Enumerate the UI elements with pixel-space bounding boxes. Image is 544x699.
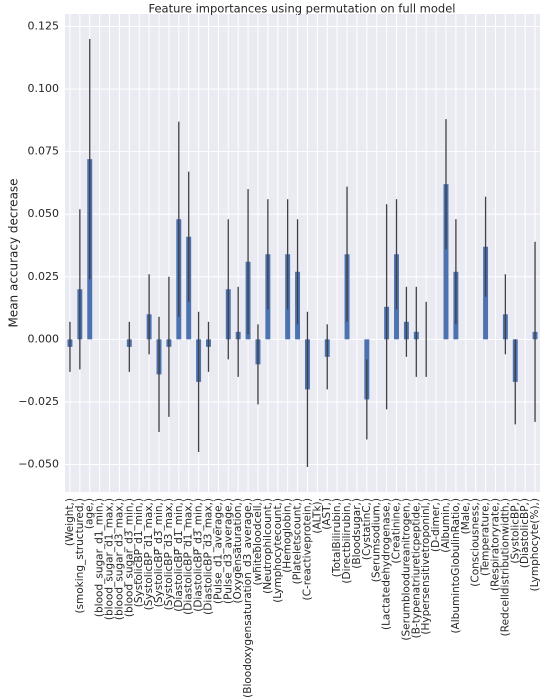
x-tick-label: (D-dimer,) [430,498,442,552]
y-tick-label: 0.075 [28,145,60,158]
x-tick-label: (Pulse_d1_average,) [212,498,224,604]
x-tick-label: (Creatinine,) [391,498,403,564]
x-tick-label: (Plateletscount,) [292,498,304,584]
x-tick-label: (Temperature,) [480,498,492,576]
x-tick-label: (Respiratoryrate,) [489,498,501,591]
x-tick-label: (TotalBilirubin,) [331,498,343,577]
y-tick-label: 0.050 [28,207,60,220]
plot-background [65,14,540,492]
x-tick-label: (blood_sugar_d1_max,) [104,498,116,620]
x-tick-label: (DiastolicBP_d3_max,) [202,498,214,615]
bar [443,184,449,340]
y-tick-label: 0.125 [28,20,60,33]
x-tick-label: (B-typenatriureticpeptide,) [410,498,422,638]
x-tick-label: (Oxygensaturation,) [232,498,244,604]
x-tick-label: (ALTk), [311,498,323,534]
x-tick-label: (Weight,) [64,498,76,546]
x-tick-label: (Lymphocytecount,) [272,498,284,603]
x-tick-label: (DiastolicBP,) [519,498,531,568]
x-tick-label: (Albumin,) [440,498,452,553]
y-axis-label: Mean accuracy decrease [7,178,21,327]
x-tick-label: (Neutrophilcount,) [262,498,274,594]
x-tick-label: (Serumsodium,) [371,498,383,582]
chart-title: Feature importances using permutation on… [149,2,456,16]
x-tick-label: (Redcelldistributionwidth,) [499,498,511,636]
x-tick-label: (Bloodsugar,) [351,498,363,569]
x-tick-label: (Lymphocyte(%),) [529,498,541,591]
y-tick-label: 0.100 [28,82,60,95]
x-tick-label: (AST,) [321,498,333,530]
x-tick-label: (whitebloodcell,) [252,498,264,585]
x-tick-label: (DiastolicBP_d3_min,) [193,498,205,612]
x-tick-label: (SystolicBP_d1_min,) [133,498,145,607]
x-tick-label: (CystatinC,) [361,498,373,560]
x-tick-label: (Lactatedehydrogenase,) [381,498,393,630]
y-tick-label: −0.025 [18,395,59,408]
x-tick-label: (blood_sugar_d3_max,) [113,498,125,620]
x-tick-label: (SystolicBP,) [509,498,521,564]
x-tick-label: (smoking_structured,) [74,498,86,614]
x-tick-label: (AlbumintoGlobulinRatio,) [450,498,462,634]
x-tick-label: (age,) [84,498,96,529]
x-tick-label: (Hemoglobin,) [282,498,294,573]
x-tick-label: (Hypersensitivetroponinl,) [420,498,432,635]
x-tick-label: (DiastolicBP_d1_max,) [183,498,195,615]
x-tick-label: (Pulse_d3_average,) [222,498,234,604]
x-tick-label: (Serumbloodureanitrogen,) [400,498,412,641]
y-tick-label: −0.050 [18,457,59,470]
x-tick-label: (SystolicBP_d1_max,) [143,498,155,610]
y-tick-label: 0.000 [28,332,60,345]
x-tick-label: (SystolicBP_d3_min,) [153,498,165,607]
x-tick-label: (Bloodoxygensaturation_d3_average,) [242,498,254,698]
y-tick-label: 0.025 [28,270,60,283]
x-tick-label: (SystolicBP_d3_max,) [163,498,175,610]
x-tick-label: (blood_sugar_d3_min,) [123,498,135,617]
x-tick-label: (blood_sugar_d1_min,) [94,498,106,617]
x-tick-label: (DiastolicBP_d1_min,) [173,498,185,612]
x-tick-label: (Male,) [460,498,472,534]
x-tick-label: (C-reactiveprotein,) [301,498,313,600]
x-tick-label: (Directbilirubin,) [341,498,353,584]
x-tick-label: (Consciousness,) [470,498,482,587]
